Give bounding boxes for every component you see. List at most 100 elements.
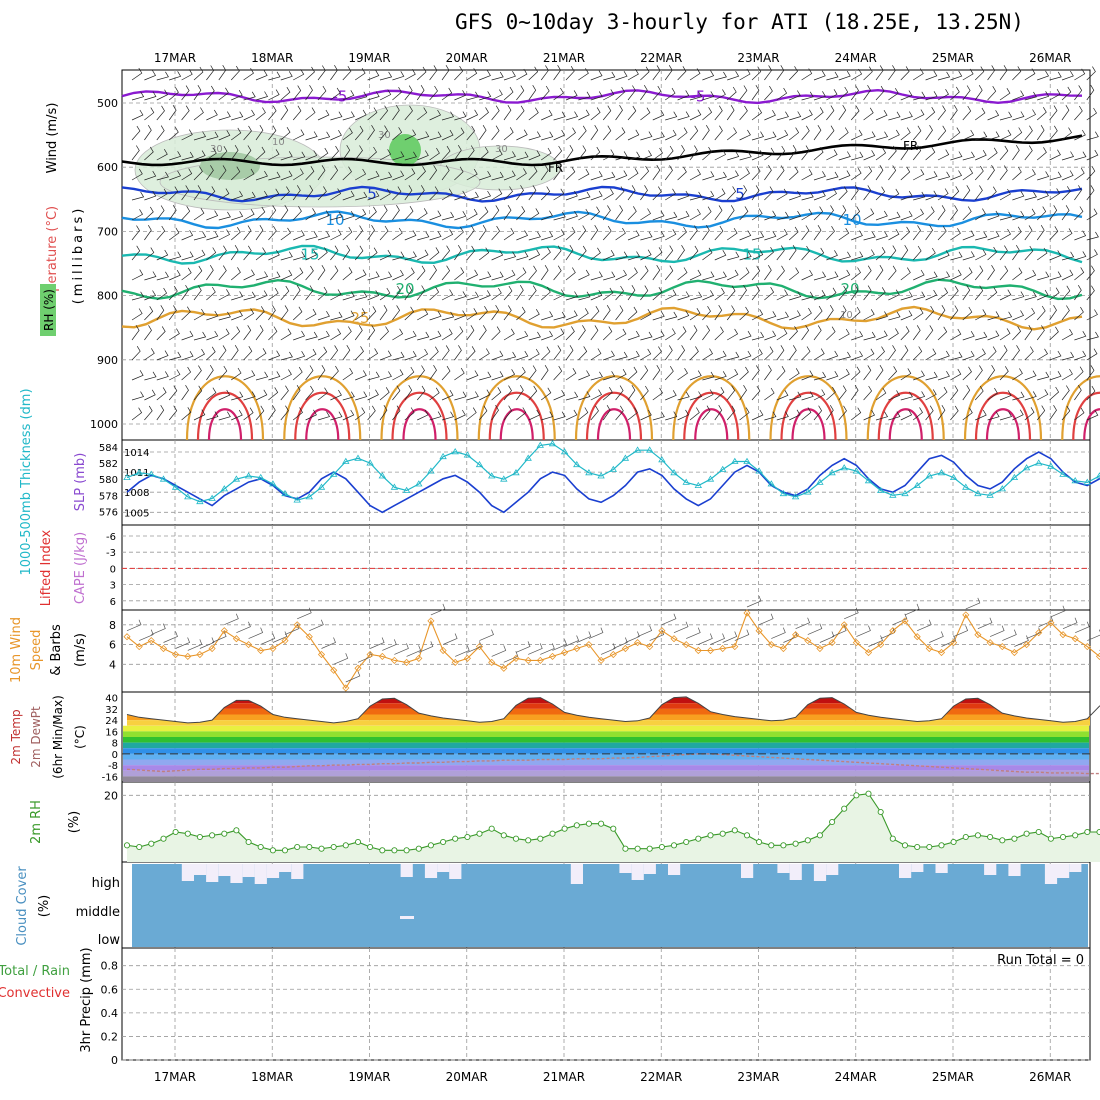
wind-barb	[627, 251, 641, 261]
wind-barb	[553, 265, 562, 281]
wind-barb	[751, 309, 764, 321]
wind-barb	[875, 247, 886, 261]
wind-barb	[565, 66, 575, 81]
wind-barb	[342, 391, 355, 401]
wind-barb	[144, 190, 157, 201]
wind-barb-10m	[856, 625, 871, 637]
wind-barb	[813, 70, 826, 81]
wind-barb	[801, 91, 814, 101]
wind-barb	[826, 371, 839, 381]
cloud-axis-label: (%)	[37, 895, 52, 918]
wind-barb	[330, 411, 343, 421]
rh-point	[622, 845, 629, 852]
wind-barb	[950, 186, 960, 201]
wind-barb	[491, 350, 504, 361]
wind-barb	[937, 125, 947, 141]
wind-barb	[640, 185, 648, 201]
wind-barb	[689, 109, 702, 121]
wind-barb	[863, 249, 875, 261]
wind-barb	[540, 387, 552, 401]
wind-barb	[751, 231, 765, 241]
wind-barb	[454, 345, 462, 361]
wind-barb	[702, 225, 710, 241]
wind-barb	[1074, 167, 1085, 181]
wind-barb	[875, 311, 888, 321]
wind-barb	[131, 191, 145, 201]
wind-barb	[665, 111, 678, 121]
wind-barb	[342, 345, 351, 361]
wind-barb	[479, 348, 490, 361]
wind-barb	[1061, 86, 1072, 101]
wind-barb	[553, 411, 566, 421]
wind-barb	[826, 125, 835, 141]
thickness-point	[123, 473, 131, 480]
wind-barb	[280, 87, 291, 101]
thickness-point	[864, 477, 873, 484]
rh-point	[269, 847, 276, 854]
wind-barb	[168, 285, 178, 301]
wind-speed-point	[585, 641, 593, 649]
freezing-label: FR	[548, 161, 563, 175]
wind-barb	[466, 225, 475, 241]
wind-barb	[243, 391, 256, 401]
wind-barb	[255, 306, 265, 321]
thickness-point	[220, 485, 229, 492]
thickness-point	[767, 480, 776, 487]
wind-barb	[404, 285, 413, 301]
wind-barb	[417, 348, 429, 361]
wind-barb	[479, 371, 492, 381]
rh-point	[634, 845, 641, 852]
wind-barb	[925, 225, 934, 241]
wind-barb	[1024, 191, 1037, 201]
wind-barb-10m	[1062, 617, 1078, 630]
wind-barb	[950, 351, 963, 361]
wind-barb	[255, 190, 268, 201]
wind-barb	[206, 210, 219, 221]
wind-barb	[751, 85, 760, 101]
wind-barb	[230, 166, 241, 181]
wind-barb	[764, 231, 777, 241]
thickness-tick-label: 582	[99, 459, 118, 470]
boundary-layer-contour	[488, 391, 545, 441]
wind-barb	[925, 305, 935, 321]
wind-barb	[454, 111, 467, 121]
cloud-layer-label: low	[98, 933, 121, 948]
wind-barb	[305, 308, 317, 321]
wind-barb	[999, 411, 1013, 421]
cloud-high-gap	[643, 864, 656, 874]
thickness-point	[439, 452, 447, 460]
wind-barb	[987, 411, 1000, 421]
wind-barb	[987, 210, 1000, 221]
wind-barb	[541, 231, 554, 241]
wind-barb	[912, 145, 922, 161]
cloud-high-gap	[242, 864, 255, 877]
wind-barb	[1086, 66, 1096, 81]
wind-barb	[169, 251, 182, 261]
cloud-high-gap	[254, 864, 267, 884]
wind-barb	[987, 287, 998, 301]
wind-barb	[417, 208, 428, 221]
wind-barb	[305, 265, 314, 281]
thickness-point	[621, 454, 630, 461]
pressure-axis-label: (millibars)	[71, 206, 86, 305]
boundary-layer-contour	[380, 375, 459, 441]
wind-barb	[627, 230, 640, 241]
wind-barb	[689, 169, 701, 181]
top-date-label: 17MAR	[154, 51, 196, 65]
wind-barb	[962, 407, 973, 421]
wind-barb	[416, 365, 425, 381]
wind-barb	[913, 370, 925, 381]
wind-barb	[590, 389, 602, 401]
wind-speed-point	[719, 644, 727, 653]
wind-barb	[516, 330, 529, 341]
wind-barb	[206, 346, 216, 361]
wind-barb	[950, 305, 959, 321]
wind-barb	[293, 230, 305, 241]
wind-barb	[999, 311, 1013, 321]
wind-barb	[702, 325, 711, 341]
temp-contour-10	[121, 210, 1083, 230]
thickness-point	[329, 470, 338, 477]
wind-barb	[478, 125, 487, 141]
wind-barb	[665, 390, 677, 401]
wind-barb	[764, 365, 772, 381]
